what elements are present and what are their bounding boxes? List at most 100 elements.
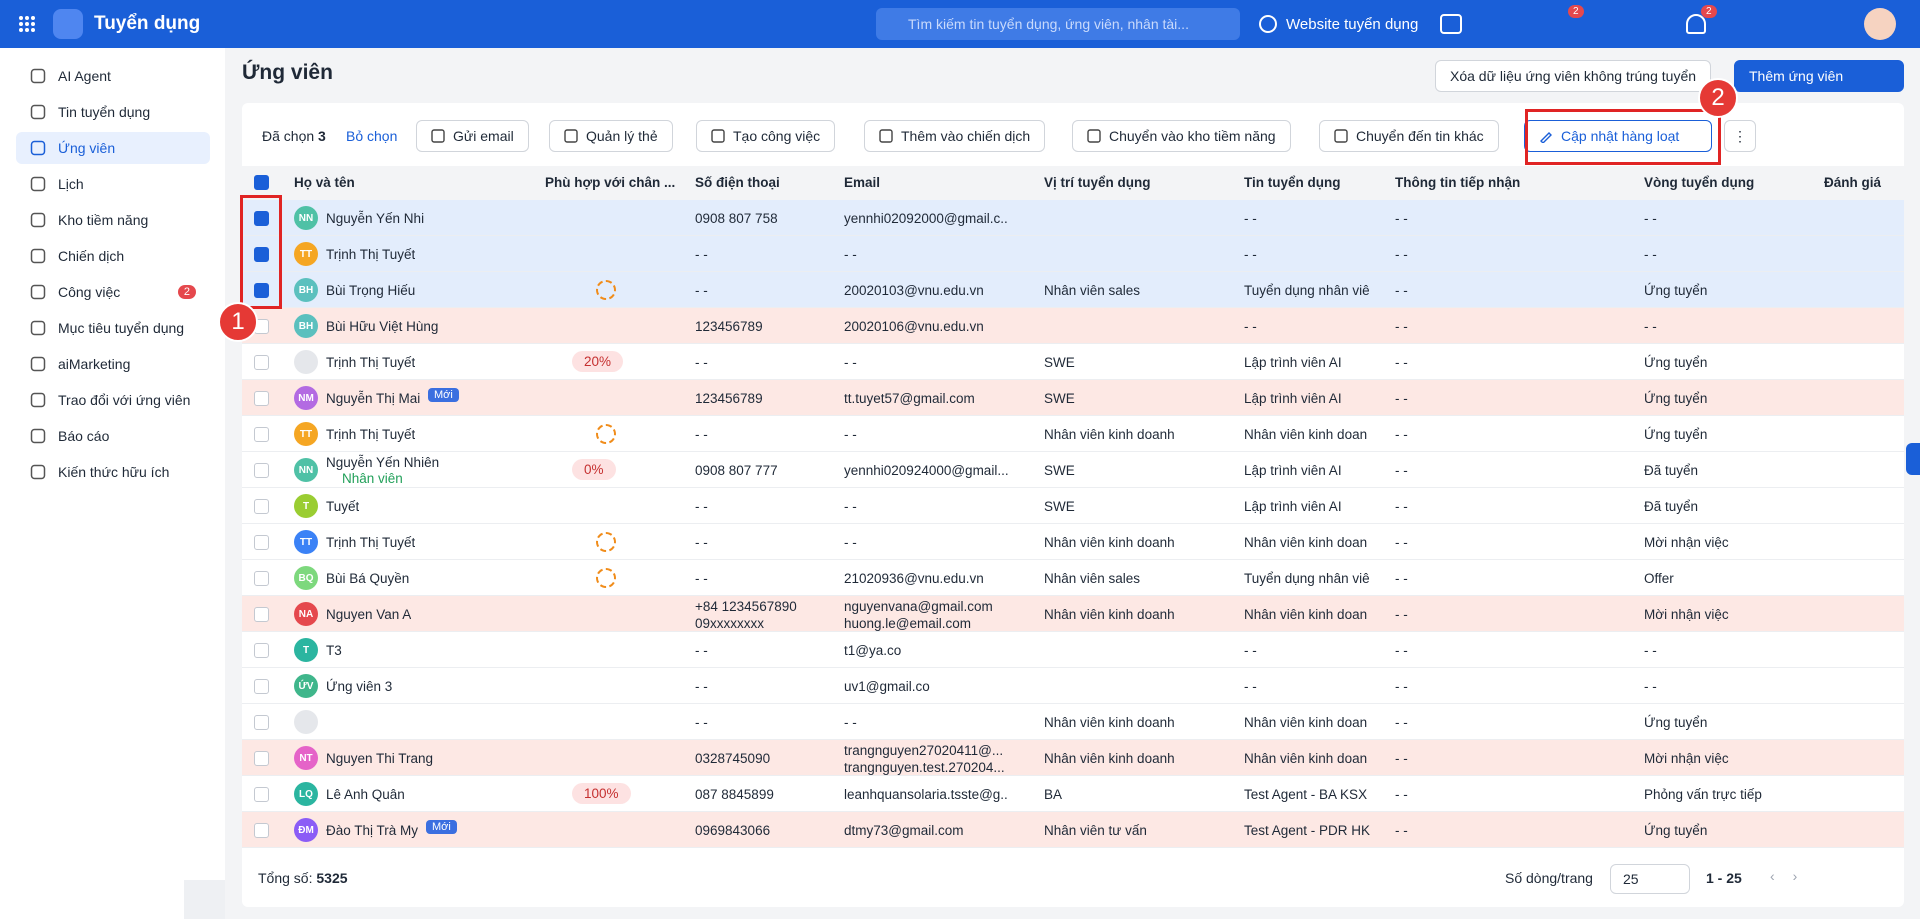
total-value: 5325: [316, 870, 348, 886]
action-button[interactable]: Chuyển đến tin khác: [1319, 120, 1499, 152]
row-checkbox[interactable]: [254, 391, 269, 406]
info: - -: [1395, 319, 1408, 334]
candidate-name[interactable]: Ứng viên 3: [326, 679, 393, 694]
candidate-name[interactable]: Nguyen Van A: [326, 607, 412, 622]
user-avatar[interactable]: [1864, 8, 1896, 40]
row-checkbox[interactable]: [254, 535, 269, 550]
search-box[interactable]: Tìm kiếm tin tuyển dụng, ứng viên, nhân …: [876, 8, 1240, 40]
row-checkbox[interactable]: [254, 787, 269, 802]
action-label: Chuyển đến tin khác: [1356, 128, 1484, 144]
row-checkbox[interactable]: [254, 247, 269, 262]
collapse-button[interactable]: [184, 880, 225, 919]
table-row: [242, 560, 1904, 596]
row-checkbox[interactable]: [254, 427, 269, 442]
candidate-name[interactable]: Trịnh Thị Tuyết: [326, 247, 416, 262]
job: Tuyển dụng nhân viê: [1244, 571, 1370, 586]
email: 20020103@vnu.edu.vn: [844, 283, 984, 298]
candidate-name[interactable]: Bùi Trọng Hiếu: [326, 283, 416, 298]
position: Nhân viên kinh doanh: [1044, 607, 1175, 622]
apps-icon[interactable]: [18, 15, 36, 33]
bell-icon[interactable]: [1686, 14, 1706, 34]
row-checkbox[interactable]: [254, 715, 269, 730]
candidate-name[interactable]: Trịnh Thị Tuyết: [326, 427, 416, 442]
info: - -: [1395, 211, 1408, 226]
clear-button[interactable]: Xóa dữ liệu ứng viên không trúng tuyển: [1435, 60, 1712, 92]
candidate-name[interactable]: Bùi Bá Quyền: [326, 571, 410, 586]
nav-label: AI Agent: [58, 68, 111, 84]
avatar: NM: [294, 386, 318, 410]
position: SWE: [1044, 499, 1075, 514]
action-button[interactable]: Quản lý thẻ: [549, 120, 673, 152]
more-button[interactable]: ⋮: [1724, 120, 1756, 152]
column-header: Phù hợp với chân ...: [545, 175, 676, 190]
phone: 123456789: [695, 391, 763, 406]
nav-item[interactable]: Chiến dịch: [16, 240, 210, 272]
action-button[interactable]: Chuyển vào kho tiềm năng: [1072, 120, 1291, 152]
rows-per-page-select[interactable]: 25: [1610, 864, 1690, 894]
action-button[interactable]: Thêm vào chiến dịch: [864, 120, 1046, 152]
candidate-name[interactable]: Nguyen Thi Trang: [326, 751, 434, 766]
nav-item[interactable]: Công việc 2: [16, 276, 210, 308]
candidate-name[interactable]: Nguyễn Yến Nhi: [326, 211, 425, 226]
website-link[interactable]: Website tuyển dụng: [1286, 16, 1419, 33]
action-button[interactable]: Gửi email: [416, 120, 529, 152]
table-row: [242, 200, 1904, 236]
action-icon: [431, 129, 445, 143]
candidate-name[interactable]: Nguyễn Thị Mai: [326, 391, 421, 406]
row-checkbox[interactable]: [254, 355, 269, 370]
selected-count: 3: [318, 128, 326, 144]
candidate-name[interactable]: Trịnh Thị Tuyết: [326, 535, 416, 550]
candidate-name[interactable]: Nguyễn Yến Nhiên: [326, 455, 440, 470]
phone: - -: [695, 283, 708, 298]
row-checkbox[interactable]: [254, 607, 269, 622]
candidate-name[interactable]: Lê Anh Quân: [326, 787, 405, 802]
candidate-name[interactable]: Bùi Hữu Việt Hùng: [326, 319, 439, 334]
nav-icon: [30, 464, 46, 480]
row-checkbox[interactable]: [254, 643, 269, 658]
job: - -: [1244, 247, 1257, 262]
candidate-name[interactable]: Tuyết: [326, 499, 360, 514]
phone: 0969843066: [695, 823, 771, 838]
email: nguyenvana@gmail.com: [844, 599, 993, 614]
nav-item[interactable]: Trao đổi với ứng viên: [16, 384, 210, 416]
nav-item[interactable]: Kiến thức hữu ích: [16, 456, 210, 488]
row-checkbox[interactable]: [254, 463, 269, 478]
action-button[interactable]: Tạo công việc: [696, 120, 836, 152]
email: tt.tuyet57@gmail.com: [844, 391, 975, 406]
row-checkbox[interactable]: [254, 823, 269, 838]
cart-icon[interactable]: [1440, 14, 1462, 34]
info: - -: [1395, 643, 1408, 658]
row-checkbox[interactable]: [254, 499, 269, 514]
round: Đã tuyển: [1644, 463, 1699, 478]
candidate-name[interactable]: Trịnh Thị Tuyết: [326, 355, 416, 370]
nav-item[interactable]: Ứng viên: [16, 132, 210, 164]
table-row: [242, 668, 1904, 704]
nav-item[interactable]: Lịch: [16, 168, 210, 200]
nav-item[interactable]: Kho tiềm năng: [16, 204, 210, 236]
row-checkbox[interactable]: [254, 211, 269, 226]
add-button[interactable]: Thêm ứng viên: [1734, 60, 1904, 92]
row-checkbox[interactable]: [254, 283, 269, 298]
row-checkbox[interactable]: [254, 751, 269, 766]
row-checkbox[interactable]: [254, 679, 269, 694]
bulk-update-button[interactable]: Cập nhật hàng loạt: [1524, 120, 1712, 152]
nav-item[interactable]: Tin tuyển dụng: [16, 96, 210, 128]
candidate-name[interactable]: Đào Thị Trà My: [326, 823, 419, 838]
app-name[interactable]: Tuyển dụng: [94, 13, 201, 34]
job: - -: [1244, 679, 1257, 694]
round: - -: [1644, 319, 1657, 334]
page-range: 1 - 25: [1706, 870, 1742, 886]
row-checkbox[interactable]: [254, 571, 269, 586]
nav-item[interactable]: aiMarketing: [16, 348, 210, 380]
nav-item[interactable]: Báo cáo: [16, 420, 210, 452]
header-checkbox[interactable]: [254, 175, 269, 190]
nav-item[interactable]: Mục tiêu tuyển dụng: [16, 312, 210, 344]
side-handle[interactable]: [1906, 443, 1920, 475]
nav-item[interactable]: AI Agent: [16, 60, 210, 92]
deselect-link[interactable]: Bỏ chọn: [346, 128, 398, 144]
phone: - -: [695, 643, 708, 658]
table-row: [242, 812, 1904, 848]
pager[interactable]: ‹›: [1770, 868, 1816, 884]
candidate-name[interactable]: T3: [326, 643, 342, 658]
email: trangnguyen.test.270204...: [844, 760, 1005, 775]
